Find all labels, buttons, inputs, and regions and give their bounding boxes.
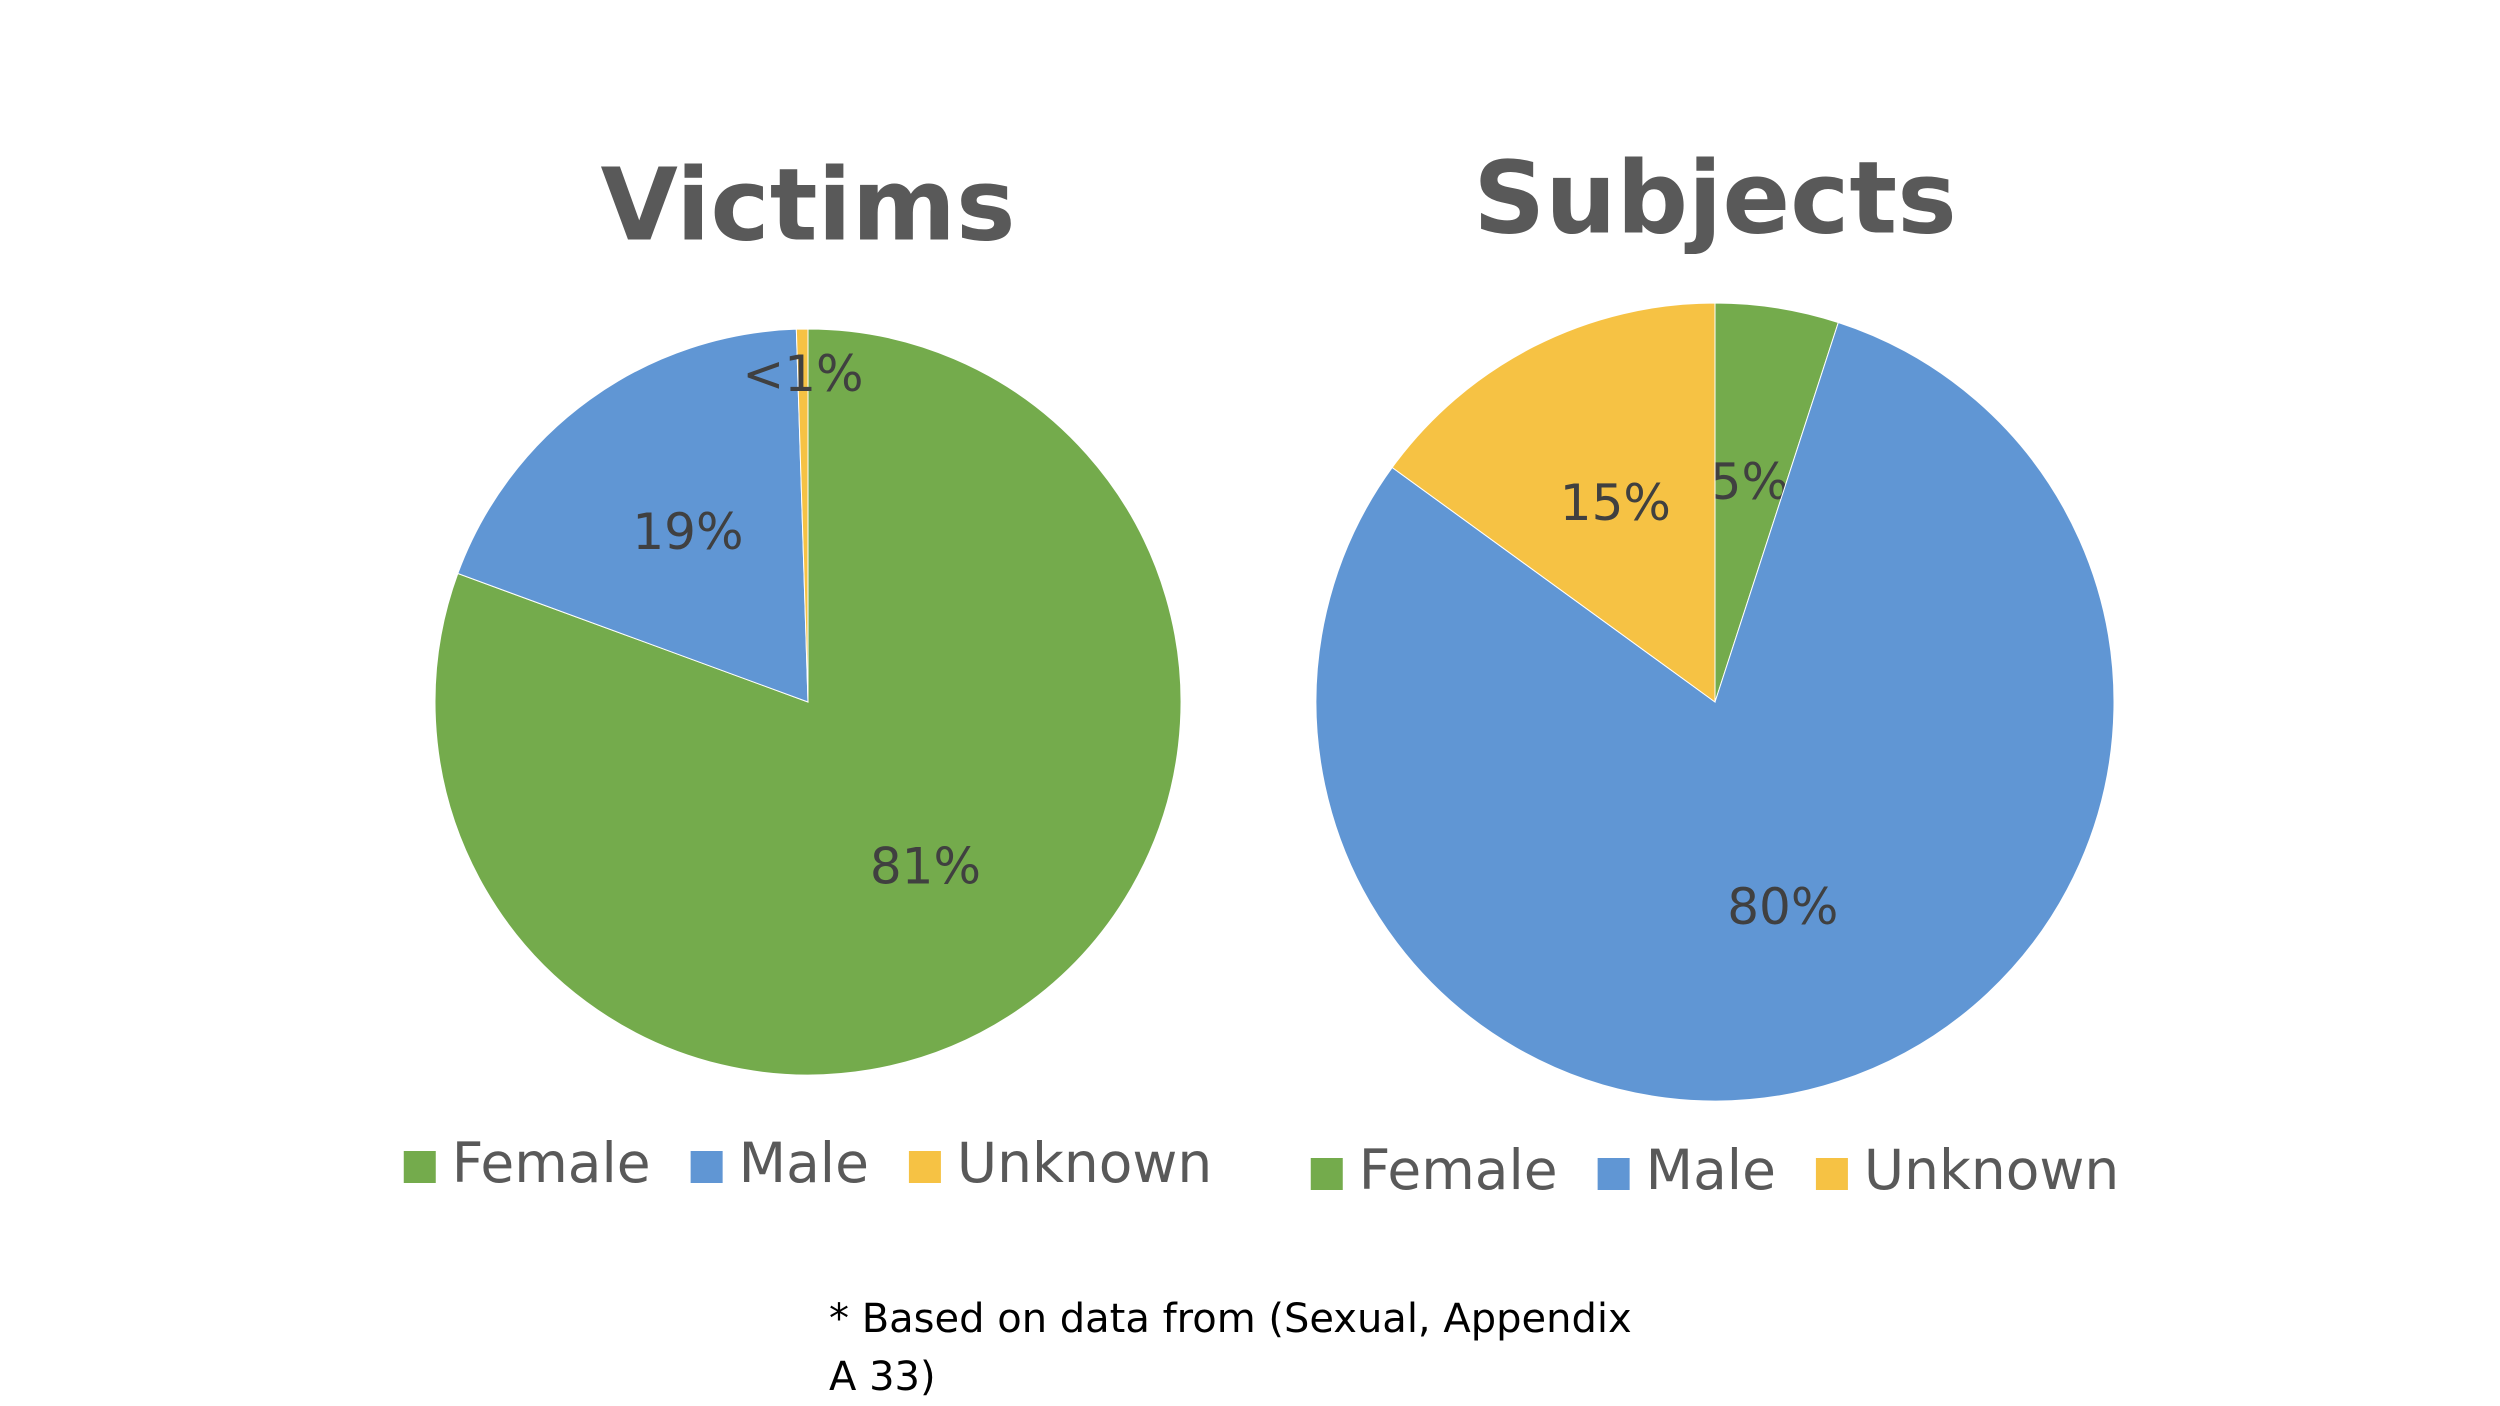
pie-slice: [795, 328, 809, 703]
legend-swatch: [1310, 1158, 1343, 1190]
legend-swatch: [403, 1151, 436, 1183]
data-label: 81%: [870, 838, 981, 896]
legend-swatch: [908, 1151, 941, 1183]
footnote: * Based on data from (Sexual, Appendix A…: [829, 1296, 1632, 1400]
pie-slice: [1315, 321, 2115, 1102]
legend-label: Unknown: [1864, 1138, 2119, 1202]
legend-label: Female: [1359, 1138, 1558, 1202]
chart-title: Victims: [601, 146, 1016, 263]
chart-title: Subjects: [1473, 139, 1957, 256]
legend-label: Male: [739, 1131, 869, 1195]
legend-swatch: [1815, 1158, 1848, 1190]
legend-swatch: [1597, 1158, 1630, 1190]
legend-label: Female: [452, 1131, 651, 1195]
legend-label: Unknown: [957, 1131, 1212, 1195]
pie-slice: [457, 328, 809, 703]
data-label: <1%: [742, 345, 863, 403]
legend-swatch: [690, 1151, 723, 1183]
legend-label: Male: [1646, 1138, 1776, 1202]
data-label: 80%: [1727, 878, 1838, 936]
pie-slice: [1391, 302, 1716, 703]
data-label: 19%: [632, 503, 743, 561]
data-label: 15%: [1560, 474, 1671, 532]
data-label: 5%: [1710, 453, 1789, 511]
